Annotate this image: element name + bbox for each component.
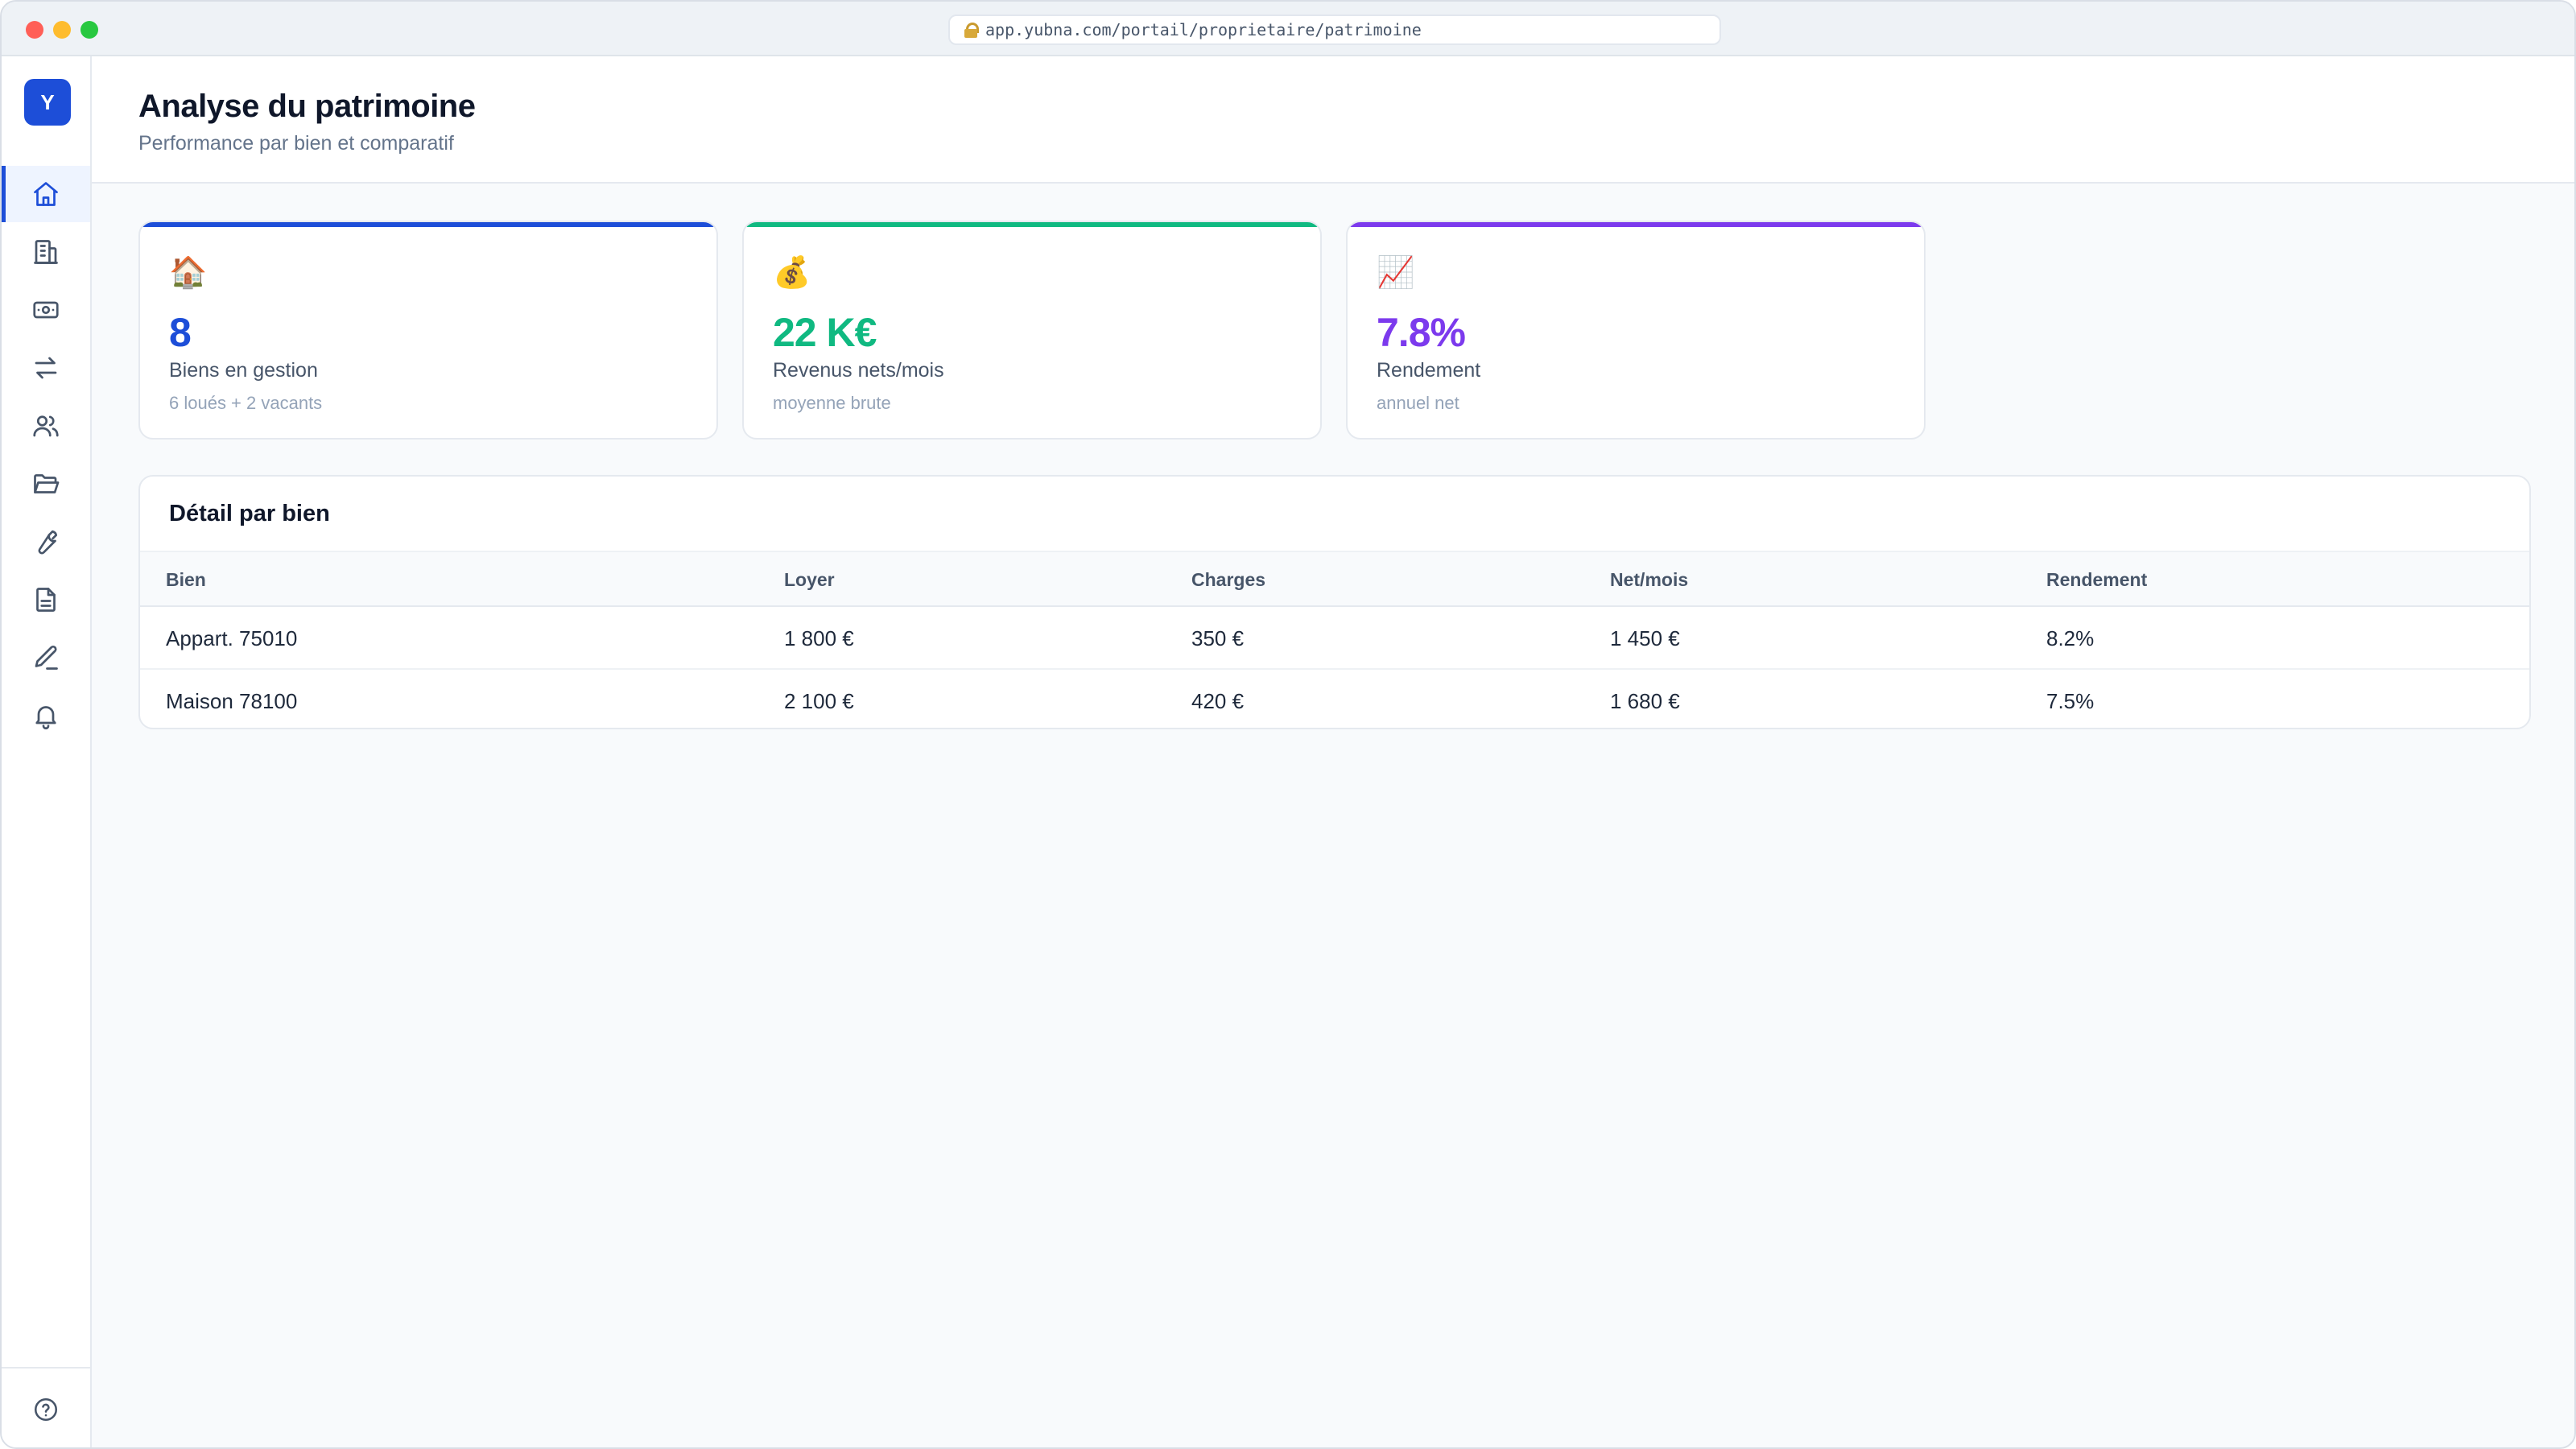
sidebar-item-home[interactable] xyxy=(2,166,90,222)
sidebar-item-notifications[interactable] xyxy=(2,687,90,744)
stat-card-properties: 🏠 8 Biens en gestion 6 loués + 2 vacants xyxy=(138,221,718,440)
stat-sublabel: moyenne brute xyxy=(773,393,891,413)
cell-net-mois: 1 450 € xyxy=(1610,626,1680,650)
card-accent-bar xyxy=(140,222,716,227)
column-header-loyer[interactable]: Loyer xyxy=(784,569,835,590)
address-bar[interactable]: app.yubna.com/portail/proprietaire/patri… xyxy=(948,14,1721,45)
sidebar-item-documents[interactable] xyxy=(2,572,90,628)
page-title: Analyse du patrimoine xyxy=(138,89,476,124)
maximize-window-button[interactable] xyxy=(80,21,98,39)
folder-open-icon xyxy=(34,474,60,493)
page-subtitle: Performance par bien et comparatif xyxy=(138,132,454,155)
sidebar-item-signature[interactable] xyxy=(2,630,90,686)
sidebar-item-documents-folder[interactable] xyxy=(2,456,90,512)
url-text: app.yubna.com/portail/proprietaire/patri… xyxy=(985,20,1422,39)
users-icon xyxy=(33,415,59,437)
column-header-net-mois[interactable]: Net/mois xyxy=(1610,569,1689,590)
file-text-icon xyxy=(36,588,56,612)
table-row[interactable]: Appart. 75010 1 800 € 350 € 1 450 € 8.2% xyxy=(140,607,2529,670)
sidebar-item-payments[interactable] xyxy=(2,282,90,338)
sidebar: Y xyxy=(2,56,92,1447)
page-header: Analyse du patrimoine Performance par bi… xyxy=(92,56,2574,184)
stat-label: Revenus nets/mois xyxy=(773,359,944,382)
card-accent-bar xyxy=(744,222,1320,227)
pen-icon xyxy=(35,645,58,670)
lock-icon xyxy=(964,23,979,38)
cell-charges: 420 € xyxy=(1191,689,1245,713)
table-title: Détail par bien xyxy=(169,501,330,526)
help-circle-icon[interactable] xyxy=(32,1396,60,1423)
table-row[interactable]: Maison 78100 2 100 € 420 € 1 680 € 7.5% xyxy=(140,668,2529,728)
cell-loyer: 2 100 € xyxy=(784,689,854,713)
stat-card-yield: 📈 7.8% Rendement annuel net xyxy=(1346,221,1926,440)
sidebar-footer xyxy=(2,1367,90,1447)
cell-loyer: 1 800 € xyxy=(784,626,854,650)
chart-increasing-icon: 📈 xyxy=(1377,256,1415,290)
table-header-row: Bien Loyer Charges Net/mois Rendement xyxy=(140,551,2529,607)
stat-label: Biens en gestion xyxy=(169,359,318,382)
stat-value: 7.8% xyxy=(1377,310,1466,355)
bell-icon xyxy=(35,706,56,730)
stat-sublabel: 6 loués + 2 vacants xyxy=(169,393,323,413)
stat-sublabel: annuel net xyxy=(1377,393,1459,413)
column-header-rendement[interactable]: Rendement xyxy=(2046,569,2148,590)
cell-bien: Appart. 75010 xyxy=(166,626,298,650)
sidebar-item-buildings[interactable] xyxy=(2,224,90,280)
banknote-icon xyxy=(33,301,59,319)
house-icon: 🏠 xyxy=(169,256,208,290)
wrench-icon xyxy=(38,530,58,555)
cell-charges: 350 € xyxy=(1191,626,1245,650)
property-detail-table: Détail par bien Bien Loyer Charges Net/m… xyxy=(138,475,2531,729)
arrows-exchange-icon xyxy=(35,357,57,379)
browser-titlebar: app.yubna.com/portail/proprietaire/patri… xyxy=(2,2,2574,56)
cell-bien: Maison 78100 xyxy=(166,689,298,713)
stat-card-revenue: 💰 22 K€ Revenus nets/mois moyenne brute xyxy=(742,221,1322,440)
building-icon xyxy=(34,240,58,264)
sidebar-item-maintenance[interactable] xyxy=(2,514,90,570)
stat-label: Rendement xyxy=(1377,359,1481,382)
cell-rendement: 7.5% xyxy=(2046,689,2095,713)
stat-value: 8 xyxy=(169,310,192,355)
app-logo[interactable]: Y xyxy=(24,79,71,126)
home-icon xyxy=(34,182,58,206)
column-header-charges[interactable]: Charges xyxy=(1191,569,1266,590)
column-header-bien[interactable]: Bien xyxy=(166,569,206,590)
sidebar-item-tenants[interactable] xyxy=(2,398,90,454)
card-accent-bar xyxy=(1348,222,1924,227)
close-window-button[interactable] xyxy=(26,21,43,39)
cell-net-mois: 1 680 € xyxy=(1610,689,1680,713)
money-bag-icon: 💰 xyxy=(773,256,811,290)
stat-value: 22 K€ xyxy=(773,310,877,355)
sidebar-item-transfers[interactable] xyxy=(2,340,90,396)
minimize-window-button[interactable] xyxy=(53,21,71,39)
cell-rendement: 8.2% xyxy=(2046,626,2095,650)
